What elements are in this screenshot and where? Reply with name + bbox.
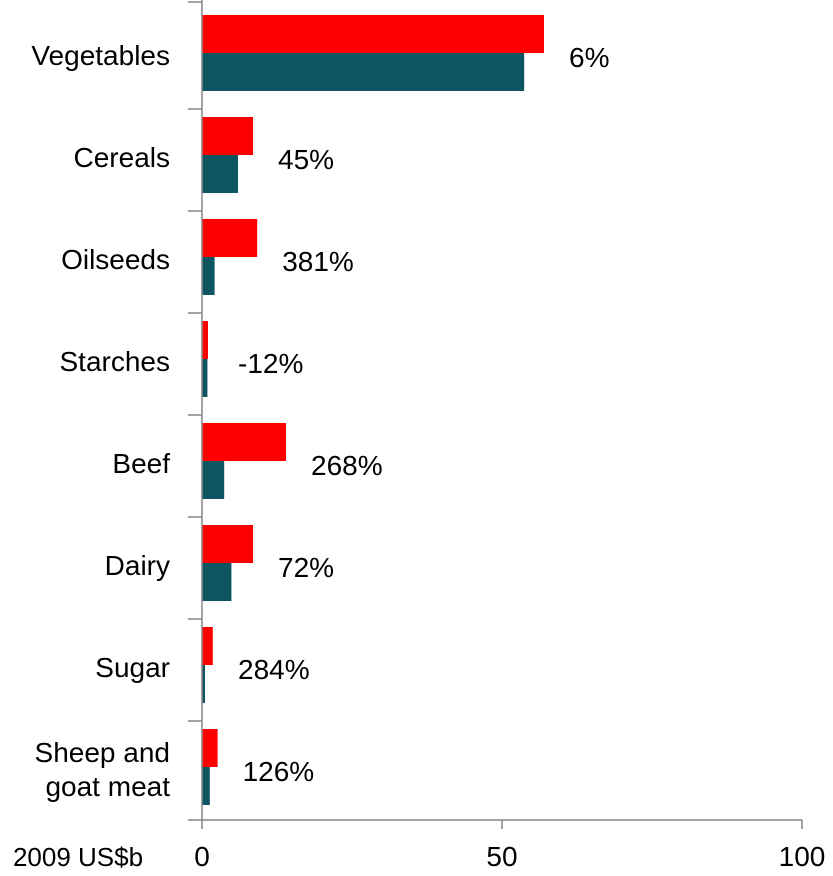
bar-series-2-6 xyxy=(202,665,205,703)
category-label: Vegetables xyxy=(31,40,170,71)
category-label: goat meat xyxy=(45,771,170,802)
data-label: 268% xyxy=(311,450,383,481)
category-label: Sheep and xyxy=(35,737,170,768)
bar-series-1-6 xyxy=(202,627,213,665)
data-label: 381% xyxy=(282,246,354,277)
bar-series-1-5 xyxy=(202,525,253,563)
labels-layer: 6% Vegetables 45% Cereals 381% Oilseeds -12% St… xyxy=(31,40,825,872)
bar-series-2-3 xyxy=(202,359,208,397)
bar-series-1-2 xyxy=(202,219,258,257)
bar-series-1-0 xyxy=(202,15,544,53)
data-label: 284% xyxy=(238,654,310,685)
bar-series-1-4 xyxy=(202,423,286,461)
bar-series-2-7 xyxy=(202,767,210,805)
bar-series-2-2 xyxy=(202,257,215,295)
x-tick-label: 100 xyxy=(779,841,826,872)
category-label: Starches xyxy=(60,346,171,377)
data-label: 45% xyxy=(278,144,334,175)
category-label: Dairy xyxy=(105,550,170,581)
bar-series-2-0 xyxy=(202,53,525,91)
bar-series-1-3 xyxy=(202,321,208,359)
bar-series-2-1 xyxy=(202,155,238,193)
data-label: -12% xyxy=(238,348,303,379)
bar-series-2-4 xyxy=(202,461,225,499)
bars-layer xyxy=(202,15,544,805)
category-label: Oilseeds xyxy=(61,244,170,275)
x-tick-label: 0 xyxy=(194,841,210,872)
data-label: 72% xyxy=(278,552,334,583)
bar-series-2-5 xyxy=(202,563,232,601)
data-label: 126% xyxy=(243,756,315,787)
category-label: Cereals xyxy=(74,142,170,173)
x-tick-label: 50 xyxy=(486,841,517,872)
axes-layer xyxy=(188,0,803,829)
data-label: 6% xyxy=(569,42,609,73)
bar-series-1-1 xyxy=(202,117,253,155)
bar-series-1-7 xyxy=(202,729,218,767)
x-axis-unit-label: 2009 US$b xyxy=(13,842,143,872)
category-label: Beef xyxy=(112,448,170,479)
category-label: Sugar xyxy=(95,652,170,683)
